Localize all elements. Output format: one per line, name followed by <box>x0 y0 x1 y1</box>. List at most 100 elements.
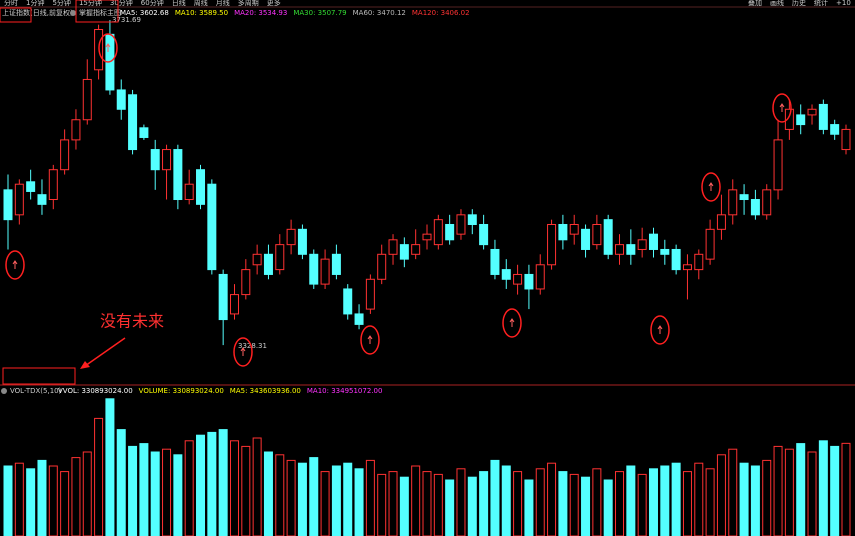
candle-body <box>535 264 545 290</box>
candle-body <box>275 244 285 271</box>
volume-bar <box>365 459 375 536</box>
candle-body <box>569 223 579 235</box>
marker-arrow <box>12 260 18 269</box>
volume-bar <box>648 468 658 536</box>
toolbar: 分时 1分钟 5分钟 15分钟 30分钟 60分钟 日线 周线 月线 多周期 更多 叠加 画线 历史 统计 +… <box>4 0 851 7</box>
candle-body <box>252 253 262 266</box>
candle-body <box>37 194 47 205</box>
volume-bar <box>547 462 557 536</box>
indicator-name: 掌握指标主图 <box>79 8 121 17</box>
candle-body <box>3 189 13 221</box>
volume-bar <box>275 454 285 536</box>
volume-title: VOL-TDX(5,10) <box>10 387 62 395</box>
candle-body <box>263 253 273 275</box>
candle-body <box>739 194 749 201</box>
tab[interactable]: 15分钟 <box>79 0 102 7</box>
volume-bar <box>320 471 330 536</box>
volume-bar <box>411 465 421 536</box>
volume-bar <box>694 462 704 536</box>
candle-body <box>818 103 828 130</box>
marker-arrow <box>708 182 714 191</box>
volume-bar <box>569 473 579 536</box>
volume-legend: VVOL: 330893024.00 VOLUME: 330893024.00 MA… <box>58 387 382 395</box>
volume-bar <box>162 448 172 536</box>
candle-body <box>128 94 138 151</box>
volume-bar <box>705 468 715 536</box>
candle-body <box>784 108 794 130</box>
volume-bar <box>388 471 398 536</box>
volume-bar <box>637 473 647 536</box>
volume-bar <box>762 459 772 536</box>
tool-button[interactable]: 历史 <box>792 0 806 7</box>
tab[interactable]: 多周期 <box>238 0 259 7</box>
candle-body <box>648 233 658 250</box>
volume-bar <box>784 448 794 536</box>
volume-bar <box>739 462 749 536</box>
volume-bar <box>796 443 806 536</box>
tab[interactable]: 60分钟 <box>141 0 164 7</box>
candle-body <box>615 244 625 255</box>
tab[interactable]: 月线 <box>216 0 230 7</box>
legend-entry: MA20: 3534.93 <box>234 9 287 17</box>
candle-body <box>399 244 409 260</box>
volume-bar <box>128 445 138 536</box>
tab[interactable]: 分时 <box>4 0 18 7</box>
volume-bar <box>716 454 726 536</box>
volume-bar <box>445 479 455 536</box>
marker-arrow <box>240 347 246 356</box>
volume-bar <box>807 451 817 536</box>
volume-bar <box>26 468 36 536</box>
candle-body <box>196 169 206 205</box>
candle-body <box>671 248 681 271</box>
volume-bar <box>750 465 760 536</box>
volume-bar <box>286 459 296 536</box>
candle-body <box>139 127 149 138</box>
candle-body <box>660 248 670 255</box>
volume-bar <box>173 454 183 536</box>
candle-body <box>331 253 341 275</box>
tab[interactable]: 5分钟 <box>52 0 70 7</box>
icon <box>70 10 76 16</box>
volume-bar <box>263 451 273 536</box>
candle-body <box>796 114 806 126</box>
candle-body <box>479 223 489 246</box>
candle-body <box>807 108 817 116</box>
candle-body <box>229 294 239 315</box>
volume-bar <box>94 417 104 536</box>
tab[interactable]: 日线 <box>172 0 186 7</box>
tab[interactable]: 30分钟 <box>110 0 133 7</box>
candle-body <box>150 149 160 171</box>
tab[interactable]: 周线 <box>194 0 208 7</box>
candle-body <box>422 233 432 241</box>
tool-button[interactable]: 叠加 <box>748 0 762 7</box>
volume-bar <box>196 434 206 536</box>
volume-bar <box>682 471 692 536</box>
volume-bar <box>377 473 387 536</box>
candle-body <box>433 219 443 246</box>
volume-bar <box>490 459 500 536</box>
volume-bar <box>229 440 239 536</box>
tab[interactable]: 1分钟 <box>26 0 44 7</box>
highlight-box <box>2 367 76 385</box>
volume-bar <box>343 462 353 536</box>
marker-circle <box>772 93 792 123</box>
tool-button[interactable]: 画线 <box>770 0 784 7</box>
candle-body <box>773 139 783 191</box>
volume-bar <box>105 398 115 536</box>
volume-bar <box>14 462 24 536</box>
arrow-head <box>80 361 90 369</box>
volume-bar <box>535 468 545 536</box>
volume-bar <box>150 451 160 536</box>
volume-bar <box>71 457 81 536</box>
tool-button[interactable]: +10 <box>836 0 851 7</box>
tab[interactable]: 更多 <box>267 0 281 7</box>
candle-body <box>558 223 568 241</box>
candle-body <box>694 253 704 271</box>
marker-circle <box>360 325 380 355</box>
volume-bar <box>501 465 511 536</box>
annotation: 没有未来 <box>100 312 164 331</box>
tool-button[interactable]: 统计 <box>814 0 828 7</box>
highlight-box <box>0 7 32 23</box>
candle-body <box>728 189 738 216</box>
